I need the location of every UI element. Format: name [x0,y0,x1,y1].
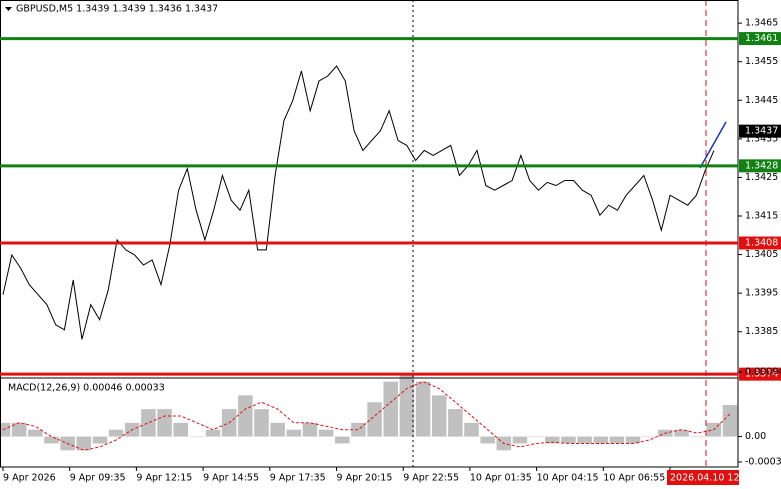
macd-bar [44,436,59,444]
macd-bar [254,409,269,437]
last-price-box [739,124,781,138]
level-label: 1.3374 [745,369,778,380]
level-label-box [739,236,781,250]
x-tick-label: 10 Apr 01:35 [470,473,532,484]
macd-bar [399,374,415,437]
y-tick-label: 1.3425 [745,172,778,183]
macd-bar [561,436,576,444]
y-tick-label: 1.3385 [745,326,778,337]
y-tick-label: 1.3435 [745,133,778,144]
y-tick-label: 1.3395 [745,288,778,299]
y-tick-label: 1.3465 [745,18,778,29]
level-label-box [739,159,781,173]
macd-bar [189,436,205,438]
macd-title: MACD(12,26,9) 0.00046 0.00033 [8,383,165,394]
macd-bar [286,429,302,437]
y-tick-label: 0.00094 [745,367,781,378]
y-tick-label: 0.00 [745,431,766,442]
level-label: 1.3408 [745,238,778,249]
trend-line [699,121,727,169]
macd-bar [641,436,657,438]
x-tick-label: 9 Apr 12:15 [136,473,192,484]
macd-bar [625,436,641,444]
macd-bar [76,436,92,451]
y-tick-label: -0.00037 [745,457,781,468]
cursor-label-box [667,470,739,485]
macd-bar [367,402,382,437]
macd-bar [28,429,43,437]
macd-bar [577,436,592,444]
y-tick-label: 1.3455 [745,56,778,67]
macd-bar [11,422,27,437]
macd-bar [270,422,285,437]
x-tick-label: 9 Apr 2026 [3,473,56,484]
macd-bar [318,429,334,437]
y-tick-label: 1.3405 [745,249,778,260]
level-label: 1.3461 [745,33,778,44]
symbol-menu-icon[interactable] [5,7,12,11]
x-tick-label: 9 Apr 17:35 [270,473,326,484]
plot-frame [0,0,739,468]
level-label: 1.3428 [745,160,778,171]
cursor-label: 2026.04.10 12:10 [670,473,755,484]
macd-bar [480,436,495,444]
macd-bar [0,422,11,437]
macd-bar [448,409,463,437]
macd-bar [334,436,350,444]
x-tick-label: 10 Apr 04:15 [537,473,599,484]
macd-bar [593,436,609,444]
x-tick-label: 9 Apr 09:35 [70,473,126,484]
plot-layer [0,65,738,451]
macd-bar [431,395,447,437]
price-line [2,65,715,340]
macd-bar [173,422,188,437]
macd-bar [383,381,399,437]
level-label-box [739,32,781,46]
macd-bar [674,429,689,437]
y-tick-label: 1.3415 [745,211,778,222]
macd-bar [512,436,528,444]
level-label-box [739,367,781,381]
macd-bar [722,404,738,437]
macd-bar [545,436,560,444]
x-tick-label: 10 Apr 06:55 [603,473,665,484]
macd-bar [205,429,221,437]
x-tick-label: 9 Apr 14:55 [203,473,259,484]
macd-bar [92,436,108,444]
macd-bar [464,422,479,437]
macd-bar [302,422,318,437]
signal-line [2,381,731,451]
macd-bar [108,429,124,437]
macd-bar [141,409,156,437]
macd-bar [528,436,544,438]
last-price-label: 1.3437 [745,126,778,137]
x-tick-label: 9 Apr 20:15 [337,473,393,484]
macd-bar [157,409,172,437]
macd-bar [609,436,625,444]
macd-bar [238,395,253,437]
x-tick-label: 9 Apr 22:55 [403,473,459,484]
macd-bar [415,381,431,437]
chart-title: GBPUSD,M5 1.3439 1.3439 1.3436 1.3437 [16,4,218,15]
y-tick-label: 1.3445 [745,95,778,106]
macd-bar [351,422,366,437]
macd-bar [690,436,705,438]
